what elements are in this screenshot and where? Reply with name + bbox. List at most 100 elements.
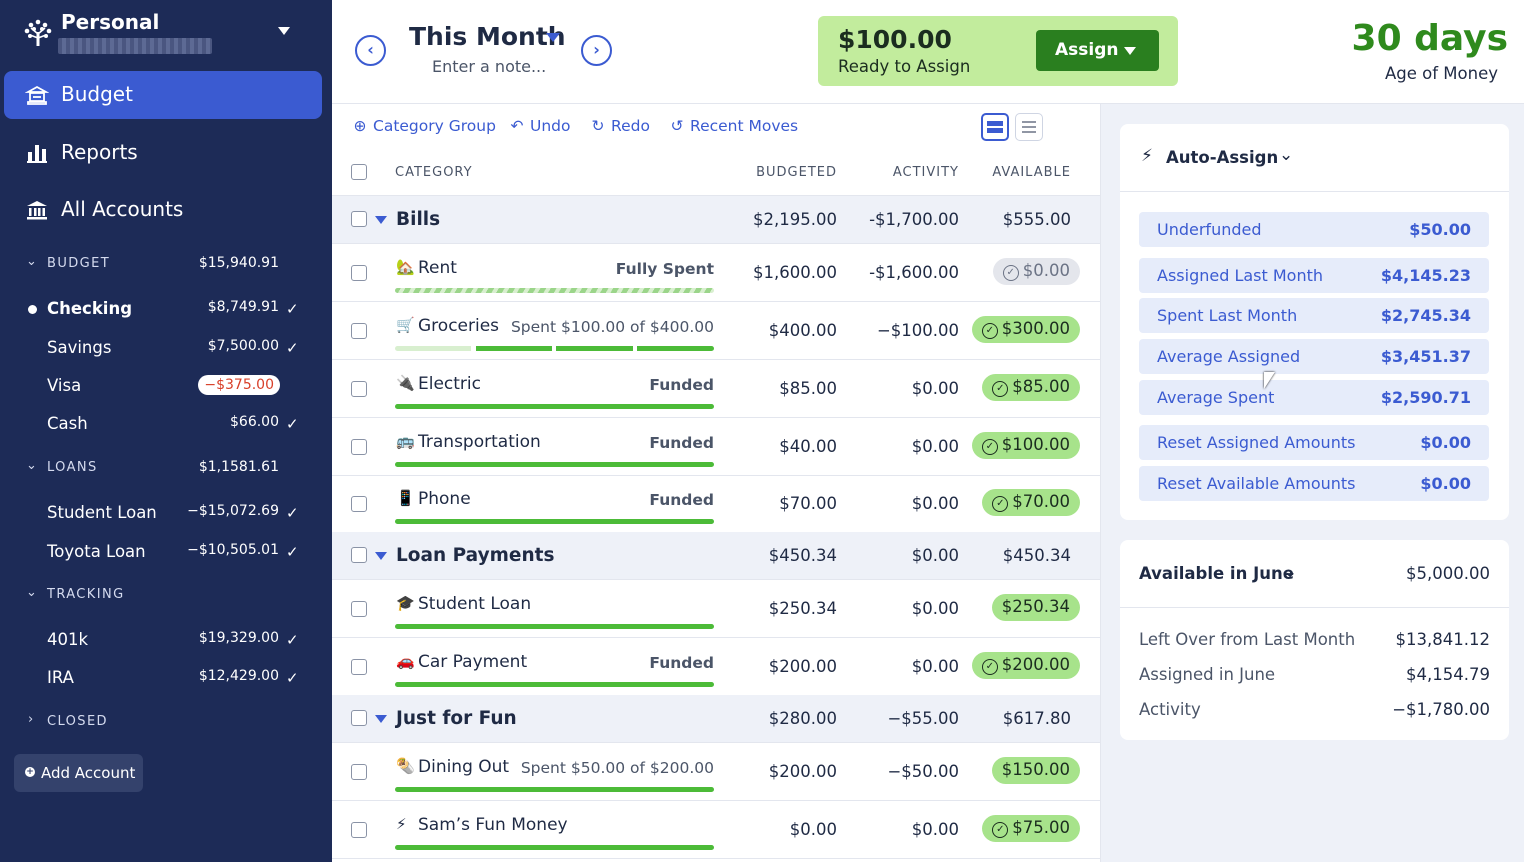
category-activity[interactable]: $0.00 [911,657,959,676]
category-row[interactable]: ⚡ Sam’s Fun Money $0.00 $0.00 ✓ $75.00 [332,801,1100,859]
add-account-button[interactable]: + Add Account [14,754,143,792]
account-checking[interactable]: Checking $8,749.91 ✓ [0,294,332,324]
section-closed[interactable]: › CLOSED [0,710,332,734]
redo-button[interactable]: ↻ Redo [590,117,650,135]
collapse-triangle-icon[interactable] [375,715,387,723]
account-visa[interactable]: Visa −$375.00 [0,371,332,401]
category-activity[interactable]: $0.00 [911,437,959,456]
account-401k[interactable]: 401k $19,329.00 ✓ [0,625,332,655]
chevron-down-icon[interactable]: ⌄ [1283,562,1298,582]
collapse-triangle-icon[interactable] [375,552,387,560]
budget-header [332,0,1524,104]
auto-assign-spent-last-month[interactable]: Spent Last Month $2,745.34 [1139,298,1489,333]
available-pill[interactable]: $150.00 [991,757,1080,784]
category-activity[interactable]: $0.00 [911,379,959,398]
category-row[interactable]: 📱 Phone Funded $70.00 $0.00 ✓ $70.00 [332,475,1100,533]
available-pill[interactable]: ✓ $300.00 [971,316,1080,343]
auto-assign-reset-assigned[interactable]: Reset Assigned Amounts $0.00 [1139,425,1489,460]
available-pill[interactable]: ✓ $0.00 [992,258,1080,285]
row-checkbox[interactable] [351,764,367,780]
ready-to-assign-card: $100.00 Ready to Assign Assign [818,16,1178,86]
category-group-row[interactable]: Loan Payments $450.34 $0.00 $450.34 [332,532,1100,580]
category-row[interactable]: 🔌 Electric Funded $85.00 $0.00 ✓ $85.00 [332,360,1100,418]
category-budgeted[interactable]: $200.00 [768,762,837,781]
auto-assign-underfunded[interactable]: Underfunded $50.00 [1139,212,1489,247]
available-pill[interactable]: $250.34 [991,594,1080,621]
category-activity[interactable]: $0.00 [911,494,959,513]
category-budgeted[interactable]: $200.00 [768,657,837,676]
auto-assign-label: Assigned Last Month [1157,266,1324,285]
available-pill[interactable]: ✓ $100.00 [971,432,1080,459]
category-row[interactable]: 🛒 Groceries Spent $100.00 of $400.00 $40… [332,302,1100,360]
section-tracking[interactable]: ⌄ TRACKING [0,583,332,607]
expanded-view-button[interactable] [981,113,1009,141]
select-all-checkbox[interactable] [351,164,367,180]
workspace-switcher[interactable]: Personal [20,8,320,58]
category-activity[interactable]: -$1,600.00 [869,263,959,282]
row-checkbox[interactable] [351,381,367,397]
row-checkbox[interactable] [351,601,367,617]
month-selector[interactable]: This Month [409,22,566,51]
auto-assign-header[interactable]: ⚡ Auto-Assign ⌄ [1120,124,1509,192]
category-budgeted[interactable]: $40.00 [779,437,837,456]
category-budgeted[interactable]: $250.34 [768,599,837,618]
account-student-loan[interactable]: Student Loan −$15,072.69 ✓ [0,498,332,528]
car-icon: 🚗 [396,652,415,670]
available-pill[interactable]: ✓ $200.00 [971,652,1080,679]
undo-button[interactable]: ↶ Undo [509,117,571,135]
section-budget[interactable]: ⌄ BUDGET $15,940.91 [0,252,332,276]
row-checkbox[interactable] [351,822,367,838]
section-loans[interactable]: ⌄ LOANS $1,1581.61 [0,456,332,480]
row-checkbox[interactable] [351,211,367,227]
category-activity[interactable]: −$100.00 [876,321,959,340]
row-checkbox[interactable] [351,496,367,512]
category-budgeted[interactable]: $85.00 [779,379,837,398]
recent-moves-button[interactable]: ↺ Recent Moves [669,117,799,135]
category-row[interactable]: 🚗 Car Payment Funded $200.00 $0.00 ✓ $200… [332,638,1100,696]
row-checkbox[interactable] [351,659,367,675]
auto-assign-average-assigned[interactable]: Average Assigned $3,451.37 [1139,339,1489,374]
category-budgeted[interactable]: $400.00 [768,321,837,340]
month-note-input[interactable]: Enter a note... [432,57,547,76]
category-group-row[interactable]: Bills $2,195.00 -$1,700.00 $555.00 [332,196,1100,244]
compact-view-button[interactable] [1015,113,1043,141]
category-row[interactable]: 🚌 Transportation Funded $40.00 $0.00 ✓ $1… [332,418,1100,476]
auto-assign-assigned-last-month[interactable]: Assigned Last Month $4,145.23 [1139,258,1489,293]
nav-budget[interactable]: Budget [4,71,322,119]
category-row[interactable]: 🏡 Rent Fully Spent $1,600.00 -$1,600.00 … [332,244,1100,302]
nav-all-accounts[interactable]: All Accounts [4,186,322,234]
nav-reports[interactable]: Reports [4,129,322,177]
category-budgeted[interactable]: $1,600.00 [753,263,837,282]
auto-assign-average-spent[interactable]: Average Spent $2,590.71 [1139,380,1489,415]
available-pill[interactable]: ✓ $75.00 [982,815,1080,842]
category-activity[interactable]: $0.00 [911,820,959,839]
auto-assign-reset-available[interactable]: Reset Available Amounts $0.00 [1139,466,1489,501]
assign-button[interactable]: Assign [1036,30,1159,71]
next-month-button[interactable]: › [581,35,612,66]
available-pill[interactable]: ✓ $85.00 [982,374,1080,401]
row-checkbox[interactable] [351,265,367,281]
category-activity[interactable]: $0.00 [911,599,959,618]
available-in-title[interactable]: Available in June [1139,564,1294,583]
category-budgeted[interactable]: $70.00 [779,494,837,513]
account-savings[interactable]: Savings $7,500.00 ✓ [0,333,332,363]
account-toyota-loan[interactable]: Toyota Loan −$10,505.01 ✓ [0,537,332,567]
category-row[interactable]: 🎓 Student Loan $250.34 $0.00 $250.34 [332,580,1100,638]
account-ira[interactable]: IRA $12,429.00 ✓ [0,663,332,693]
account-cash[interactable]: Cash $66.00 ✓ [0,409,332,439]
row-checkbox[interactable] [351,547,367,563]
row-checkbox[interactable] [351,323,367,339]
caret-down-icon[interactable] [546,33,560,42]
category-activity[interactable]: −$50.00 [887,762,959,781]
add-category-group-button[interactable]: ⊕ Category Group [352,117,496,135]
row-checkbox[interactable] [351,439,367,455]
category-budgeted[interactable]: $0.00 [789,820,837,839]
available-pill[interactable]: ✓ $70.00 [982,489,1080,516]
collapse-triangle-icon[interactable] [375,216,387,224]
caret-down-icon[interactable] [278,27,290,35]
category-row[interactable]: 🌯 Dining Out Spent $50.00 of $200.00 $20… [332,743,1100,801]
mouse-cursor-icon [1264,372,1275,389]
category-group-row[interactable]: Just for Fun $280.00 −$55.00 $617.80 [332,695,1100,743]
row-checkbox[interactable] [351,710,367,726]
prev-month-button[interactable]: ‹ [355,35,386,66]
